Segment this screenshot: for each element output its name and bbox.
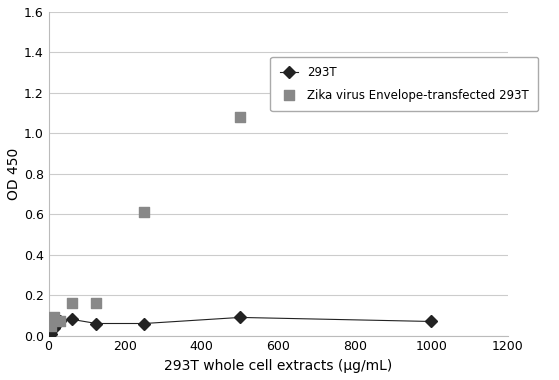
- Zika virus Envelope-transfected 293T: [47, 323, 56, 329]
- 293T: [236, 315, 243, 320]
- Zika virus Envelope-transfected 293T: [427, 60, 436, 66]
- Zika virus Envelope-transfected 293T: [55, 318, 64, 325]
- 293T: [141, 321, 148, 326]
- Zika virus Envelope-transfected 293T: [92, 300, 101, 306]
- 293T: [93, 321, 100, 326]
- 293T: [51, 325, 58, 330]
- Zika virus Envelope-transfected 293T: [235, 114, 244, 120]
- Zika virus Envelope-transfected 293T: [50, 314, 59, 320]
- Zika virus Envelope-transfected 293T: [140, 209, 149, 215]
- 293T: [69, 317, 75, 322]
- X-axis label: 293T whole cell extracts (μg/mL): 293T whole cell extracts (μg/mL): [164, 359, 392, 373]
- 293T: [56, 319, 63, 324]
- Zika virus Envelope-transfected 293T: [68, 300, 77, 306]
- Y-axis label: OD 450: OD 450: [7, 148, 21, 200]
- Legend: 293T, Zika virus Envelope-transfected 293T: 293T, Zika virus Envelope-transfected 29…: [271, 57, 538, 111]
- 293T: [428, 319, 435, 324]
- Line: 293T: 293T: [47, 313, 435, 338]
- 293T: [48, 331, 55, 336]
